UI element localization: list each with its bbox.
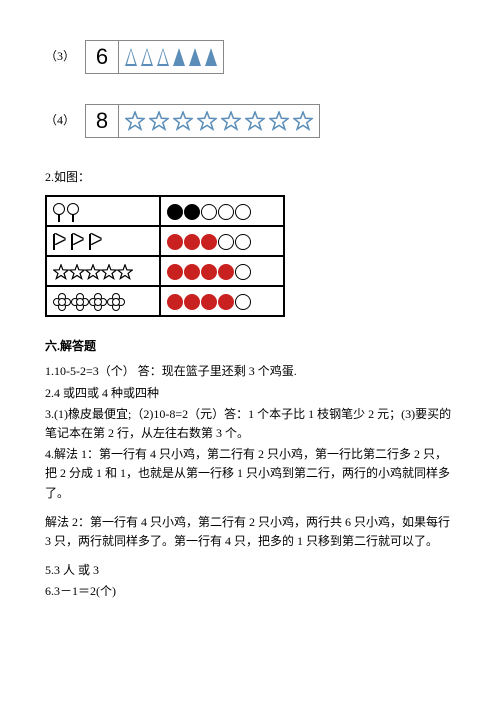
q3-shape-box xyxy=(119,40,224,74)
circle-icon xyxy=(235,294,251,310)
lollipop-icon xyxy=(67,203,77,221)
flag-icon xyxy=(89,234,103,250)
star-icon xyxy=(293,111,313,131)
circle-icon xyxy=(167,264,183,280)
triangle-icon xyxy=(173,48,185,66)
triangle-icon xyxy=(205,48,217,66)
triangle-icon xyxy=(125,48,137,66)
flower-icon xyxy=(107,294,123,310)
grid-left-cell xyxy=(46,256,160,286)
question-3-row: （3） 6 xyxy=(45,40,455,74)
flower-icon xyxy=(71,294,87,310)
question-4-row: （4） 8 xyxy=(45,104,455,138)
flower-icon xyxy=(89,294,105,310)
circle-icon xyxy=(201,264,217,280)
q4-label: （4） xyxy=(45,111,85,130)
flag-icon xyxy=(71,234,85,250)
circle-icon xyxy=(184,204,200,220)
q3-label: （3） xyxy=(45,47,85,66)
grid-right-cell xyxy=(160,256,284,286)
star-icon xyxy=(245,111,265,131)
circle-icon xyxy=(184,294,200,310)
star-icon xyxy=(101,264,117,280)
circle-icon xyxy=(167,204,183,220)
circle-icon xyxy=(218,204,234,220)
star-icon xyxy=(149,111,169,131)
grid-left-cell xyxy=(46,196,160,226)
star-icon xyxy=(269,111,289,131)
table-row xyxy=(46,226,284,256)
figure-grid xyxy=(45,195,285,317)
q3-number-box: 6 xyxy=(85,40,119,74)
answer-6: 6.3－1＝2(个) xyxy=(45,582,455,601)
answer-5: 5.3 人 或 3 xyxy=(45,561,455,580)
table-row xyxy=(46,196,284,226)
circle-icon xyxy=(235,264,251,280)
triangle-icon xyxy=(157,48,169,66)
triangle-icon xyxy=(141,48,153,66)
lollipop-icon xyxy=(53,203,63,221)
answer-4a: 4.解法 1：第一行有 4 只小鸡，第二行有 2 只小鸡，第一行比第二行多 2 … xyxy=(45,445,455,503)
answer-1: 1.10-5-2=3（个） 答：现在篮子里还剩 3 个鸡蛋. xyxy=(45,362,455,381)
section-6-heading: 六.解答题 xyxy=(45,337,455,356)
grid-left-cell xyxy=(46,286,160,316)
circle-icon xyxy=(167,234,183,250)
answer-4b: 解法 2：第一行有 4 只小鸡，第二行有 2 只小鸡，两行共 6 只小鸡，如果每… xyxy=(45,513,455,551)
answer-2: 2.4 或四或 4 种或四种 xyxy=(45,384,455,403)
grid-left-cell xyxy=(46,226,160,256)
q4-shape-box xyxy=(119,104,320,138)
star-icon xyxy=(85,264,101,280)
circle-icon xyxy=(218,264,234,280)
circle-icon xyxy=(184,234,200,250)
flag-icon xyxy=(53,234,67,250)
q2-intro: 2.如图： xyxy=(45,168,455,187)
star-icon xyxy=(117,264,133,280)
star-icon xyxy=(197,111,217,131)
circle-icon xyxy=(218,294,234,310)
circle-icon xyxy=(184,264,200,280)
triangle-icon xyxy=(189,48,201,66)
circle-icon xyxy=(201,234,217,250)
circle-icon xyxy=(201,204,217,220)
circle-icon xyxy=(201,294,217,310)
star-icon xyxy=(221,111,241,131)
star-icon xyxy=(173,111,193,131)
circle-icon xyxy=(235,234,251,250)
table-row xyxy=(46,256,284,286)
circle-icon xyxy=(235,204,251,220)
grid-right-cell xyxy=(160,286,284,316)
star-icon xyxy=(69,264,85,280)
circle-icon xyxy=(218,234,234,250)
answer-3: 3.(1)橡皮最便宜;（2)10-8=2（元）答：1 个本子比 1 枝钢笔少 2… xyxy=(45,405,455,443)
table-row xyxy=(46,286,284,316)
q4-number-box: 8 xyxy=(85,104,119,138)
grid-right-cell xyxy=(160,226,284,256)
grid-right-cell xyxy=(160,196,284,226)
flower-icon xyxy=(53,294,69,310)
star-icon xyxy=(53,264,69,280)
circle-icon xyxy=(167,294,183,310)
star-icon xyxy=(125,111,145,131)
